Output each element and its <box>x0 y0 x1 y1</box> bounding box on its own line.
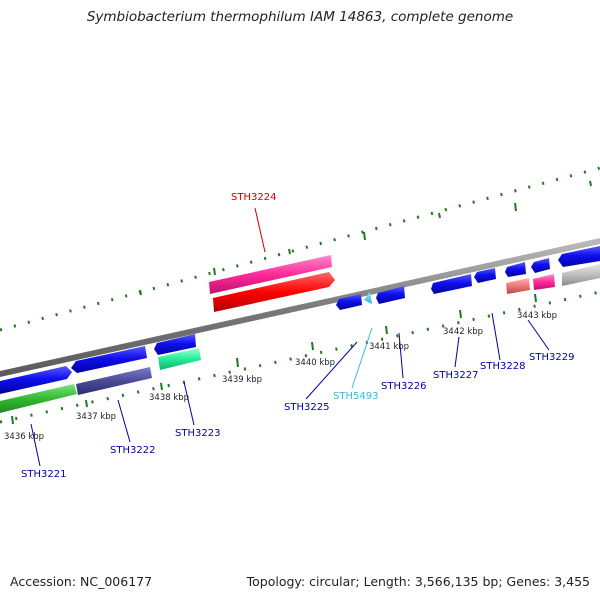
gene-blue-10 <box>558 246 600 267</box>
kbp-label: 3436 kbp <box>4 432 44 442</box>
gene-label-sth3227: STH3227 <box>433 370 478 381</box>
gene-label-sth3222: STH3222 <box>110 445 155 456</box>
gene-cyan-small <box>364 292 372 304</box>
kbp-label: 3440 kbp <box>295 358 335 368</box>
gene-blue-8 <box>505 262 526 277</box>
gene-navy-1 <box>76 367 152 395</box>
gene-pink-2 <box>533 274 555 290</box>
gene-label-sth5493: STH5493 <box>333 391 378 402</box>
gene-blue-4 <box>336 294 362 310</box>
map-title: Symbiobacterium thermophilum IAM 14863, … <box>86 9 514 25</box>
gene-blue-6 <box>431 274 472 294</box>
gene-salmon-1 <box>506 278 530 294</box>
accession-text: Accession: NC_006177 <box>10 574 153 589</box>
kbp-label: 3439 kbp <box>222 375 262 385</box>
gene-gray-box <box>562 264 600 286</box>
kbp-scale-labels: 3436 kbp 3437 kbp 3438 kbp 3439 kbp 3440… <box>4 311 557 442</box>
gene-blue-1 <box>0 366 72 394</box>
kbp-label: 3443 kbp <box>517 311 557 321</box>
kbp-label: 3441 kbp <box>369 342 409 352</box>
gene-label-sth3229: STH3229 <box>529 352 574 363</box>
gene-sth3224-box <box>209 255 332 294</box>
gene-blue-3 <box>154 334 196 355</box>
inner-major-ticks <box>11 293 537 425</box>
gene-red-arrow <box>213 272 335 312</box>
gene-blue-7 <box>474 268 496 283</box>
gene-label-sth3225: STH3225 <box>284 402 329 413</box>
gene-blue-2 <box>71 346 147 373</box>
gene-label-sth3221: STH3221 <box>21 469 66 480</box>
gene-features-reverse <box>0 246 600 413</box>
gene-blue-5 <box>376 286 405 304</box>
outer-major-ticks <box>139 180 592 296</box>
kbp-label: 3442 kbp <box>443 327 483 337</box>
gene-leader-lines <box>30 207 550 467</box>
gene-label-sth3224: STH3224 <box>231 192 276 203</box>
genome-backbone <box>0 238 600 377</box>
genome-info-text: Topology: circular; Length: 3,566,135 bp… <box>246 574 590 589</box>
gene-green-1 <box>0 384 77 413</box>
gene-blue-9 <box>531 258 550 273</box>
gene-features-forward <box>209 255 600 312</box>
gene-labels: STH3221 STH3222 STH3223 STH3224 STH3225 … <box>21 192 574 480</box>
gene-label-sth3228: STH3228 <box>480 361 525 372</box>
gene-label-sth3226: STH3226 <box>381 381 426 392</box>
kbp-label: 3438 kbp <box>149 393 189 403</box>
gene-label-sth3223: STH3223 <box>175 428 220 439</box>
kbp-label: 3437 kbp <box>76 412 116 422</box>
gene-teal-1 <box>158 348 201 370</box>
